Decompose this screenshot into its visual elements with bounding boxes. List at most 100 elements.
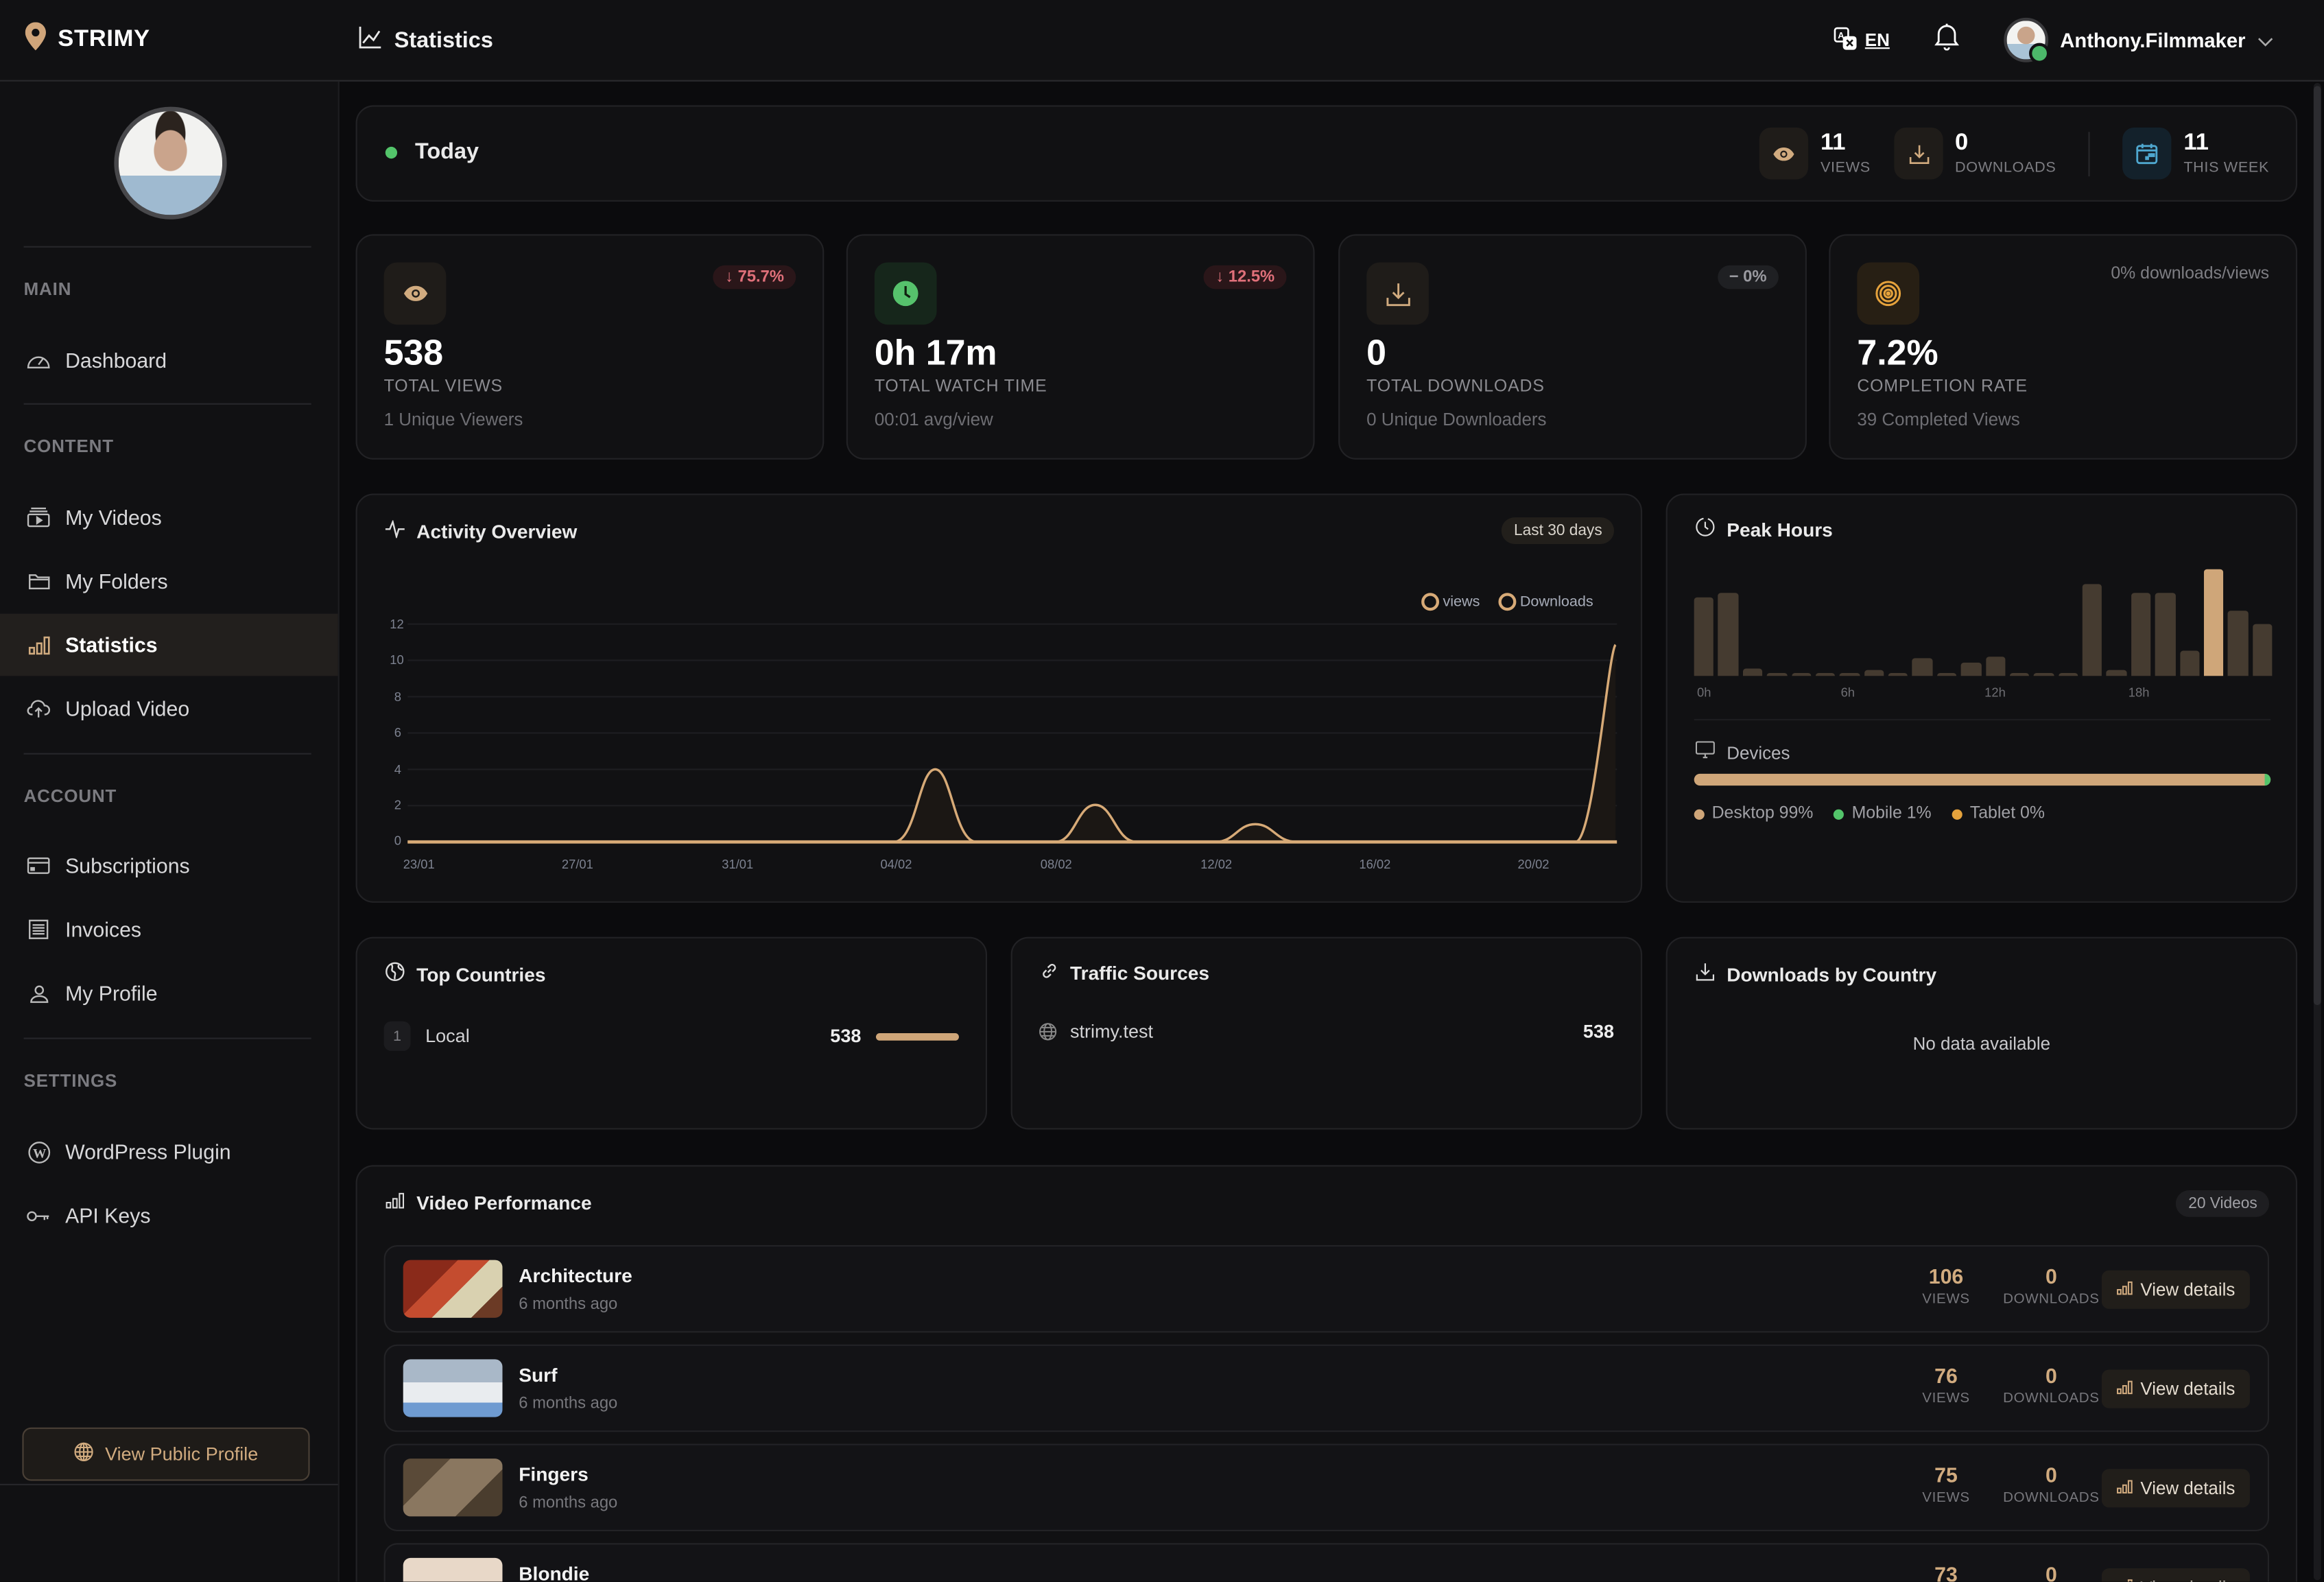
sidebar-item-wordpress-plugin[interactable]: W WordPress Plugin — [0, 1120, 338, 1183]
downloads-label: DOWNLOADS — [2003, 1390, 2100, 1407]
kpi-subtext: 1 Unique Viewers — [383, 409, 523, 430]
sidebar-section-settings: SETTINGS — [23, 1070, 118, 1091]
y-axis-tick: 2 — [394, 797, 401, 813]
downloads-value: 0 — [2045, 1363, 2057, 1388]
hour-bar[interactable] — [2009, 672, 2030, 676]
legend-item-downloads[interactable]: Downloads — [1497, 593, 1593, 611]
svg-text:W: W — [32, 1146, 46, 1160]
hour-bar[interactable] — [1791, 672, 1812, 676]
hour-bar[interactable] — [1985, 657, 2006, 676]
country-name: Local — [425, 1026, 470, 1047]
legend-label: Mobile 1% — [1851, 805, 1932, 823]
y-axis-tick: 4 — [394, 762, 401, 777]
legend-circle-icon — [1497, 593, 1516, 611]
y-axis-tick: 12 — [390, 616, 404, 632]
stat-divider — [2089, 131, 2091, 176]
hour-bar[interactable] — [1718, 592, 1738, 676]
sidebar-item-invoices[interactable]: Invoices — [0, 898, 338, 960]
video-thumbnail[interactable] — [403, 1260, 503, 1318]
hour-bar[interactable] — [1888, 672, 1908, 676]
hour-bar[interactable] — [1694, 597, 1714, 676]
view-details-button[interactable]: View details — [2102, 1270, 2250, 1309]
hour-bar[interactable] — [2179, 650, 2200, 676]
video-title[interactable]: Blondie — [519, 1562, 590, 1582]
hour-bar[interactable] — [1864, 670, 1884, 676]
receipt-icon — [27, 917, 51, 941]
sidebar-item-my-profile[interactable]: My Profile — [0, 962, 338, 1024]
hour-bar[interactable] — [2082, 584, 2102, 676]
hour-bar[interactable] — [1742, 668, 1763, 676]
date-range-selector[interactable]: Last 30 days — [1502, 517, 1615, 544]
sidebar-divider — [23, 1037, 311, 1039]
sidebar-item-my-videos[interactable]: My Videos — [0, 486, 338, 549]
sidebar-section-main: MAIN — [23, 279, 72, 300]
hour-bar[interactable] — [1839, 672, 1860, 676]
bell-icon[interactable] — [1934, 22, 1960, 58]
sidebar-item-upload-video[interactable]: Upload Video — [0, 677, 338, 740]
video-title[interactable]: Architecture — [519, 1264, 632, 1287]
sidebar-item-api-keys[interactable]: API Keys — [0, 1184, 338, 1247]
sidebar-item-label: Statistics — [65, 633, 158, 657]
hour-bar[interactable] — [1815, 672, 1836, 676]
video-date: 6 months ago — [519, 1295, 618, 1314]
translate-icon: A — [1834, 26, 1858, 54]
video-thumbnail[interactable] — [403, 1359, 503, 1417]
live-status-dot — [385, 145, 398, 158]
hour-bar[interactable] — [2252, 624, 2273, 676]
video-row[interactable]: Surf 6 months ago 76 VIEWS 0 DOWNLOADS Vie… — [383, 1344, 2270, 1432]
view-details-button[interactable]: View details — [2102, 1469, 2250, 1508]
monitor-icon — [1695, 741, 1715, 763]
video-thumbnail[interactable] — [403, 1459, 503, 1517]
brand-logo[interactable]: STRIMY — [0, 22, 338, 58]
bar-chart-icon — [2117, 1577, 2133, 1582]
hour-bar[interactable] — [2034, 672, 2054, 676]
traffic-source-row[interactable]: strimy.test 538 — [1039, 1022, 1614, 1042]
sidebar-item-label: Invoices — [65, 917, 142, 942]
mobile-segment — [2264, 773, 2271, 786]
sidebar-item-statistics[interactable]: Statistics — [0, 613, 338, 676]
hour-bar[interactable] — [1912, 657, 1933, 676]
hour-bar[interactable] — [2058, 672, 2078, 676]
view-public-profile-button[interactable]: View Public Profile — [22, 1427, 310, 1481]
sidebar-item-my-folders[interactable]: My Folders — [0, 550, 338, 613]
sidebar-item-label: My Videos — [65, 505, 162, 530]
bar-chart-icon — [2117, 1478, 2133, 1498]
bar-chart-icon — [2117, 1279, 2133, 1300]
sidebar-item-label: Dashboard — [65, 348, 167, 373]
empty-state-text: No data available — [1912, 1033, 2051, 1054]
sidebar-section-content: CONTENT — [23, 436, 114, 457]
hour-bar[interactable] — [1936, 672, 1957, 676]
y-axis-tick: 8 — [394, 689, 401, 705]
video-title[interactable]: Surf — [519, 1363, 558, 1386]
hour-bar[interactable] — [2228, 611, 2248, 676]
video-title[interactable]: Fingers — [519, 1463, 589, 1486]
calendar-icon — [2122, 127, 2172, 180]
page-scrollbar-thumb[interactable] — [2313, 86, 2321, 1005]
profile-avatar[interactable] — [114, 106, 227, 220]
legend-label: Tablet 0% — [1969, 805, 2045, 823]
legend-item-views[interactable]: views — [1421, 593, 1480, 611]
video-row[interactable]: Fingers 6 months ago 75 VIEWS 0 DOWNLOADS … — [383, 1443, 2270, 1532]
country-row[interactable]: 1 Local 538 — [383, 1021, 959, 1051]
view-details-label: View details — [2140, 1378, 2236, 1400]
link-icon — [1041, 962, 1058, 984]
view-details-button[interactable]: View details — [2102, 1369, 2250, 1408]
top-countries-title: Top Countries — [386, 962, 545, 986]
hour-bar-peak[interactable] — [2203, 569, 2224, 676]
downloads-value: 0 — [2045, 1463, 2057, 1487]
view-details-label: View details — [2140, 1279, 2236, 1300]
hour-bar[interactable] — [1766, 672, 1787, 676]
user-menu[interactable]: Anthony.Filmmaker — [2004, 17, 2273, 64]
video-row[interactable]: Architecture 6 months ago 106 VIEWS 0 DOWN… — [383, 1244, 2270, 1333]
hour-bar[interactable] — [2107, 670, 2127, 676]
sidebar-item-dashboard[interactable]: Dashboard — [0, 329, 338, 392]
video-thumbnail[interactable] — [403, 1557, 503, 1582]
hour-bar[interactable] — [2131, 592, 2151, 676]
hour-bar[interactable] — [1960, 662, 1981, 676]
x-axis-tick: 6h — [1840, 685, 1855, 700]
video-row[interactable]: Blondie 73 0 View details — [383, 1543, 2270, 1582]
view-details-button[interactable]: View details — [2102, 1568, 2250, 1582]
language-switcher[interactable]: A EN — [1834, 26, 1890, 54]
hour-bar[interactable] — [2155, 592, 2175, 676]
sidebar-item-subscriptions[interactable]: Subscriptions — [0, 834, 338, 897]
